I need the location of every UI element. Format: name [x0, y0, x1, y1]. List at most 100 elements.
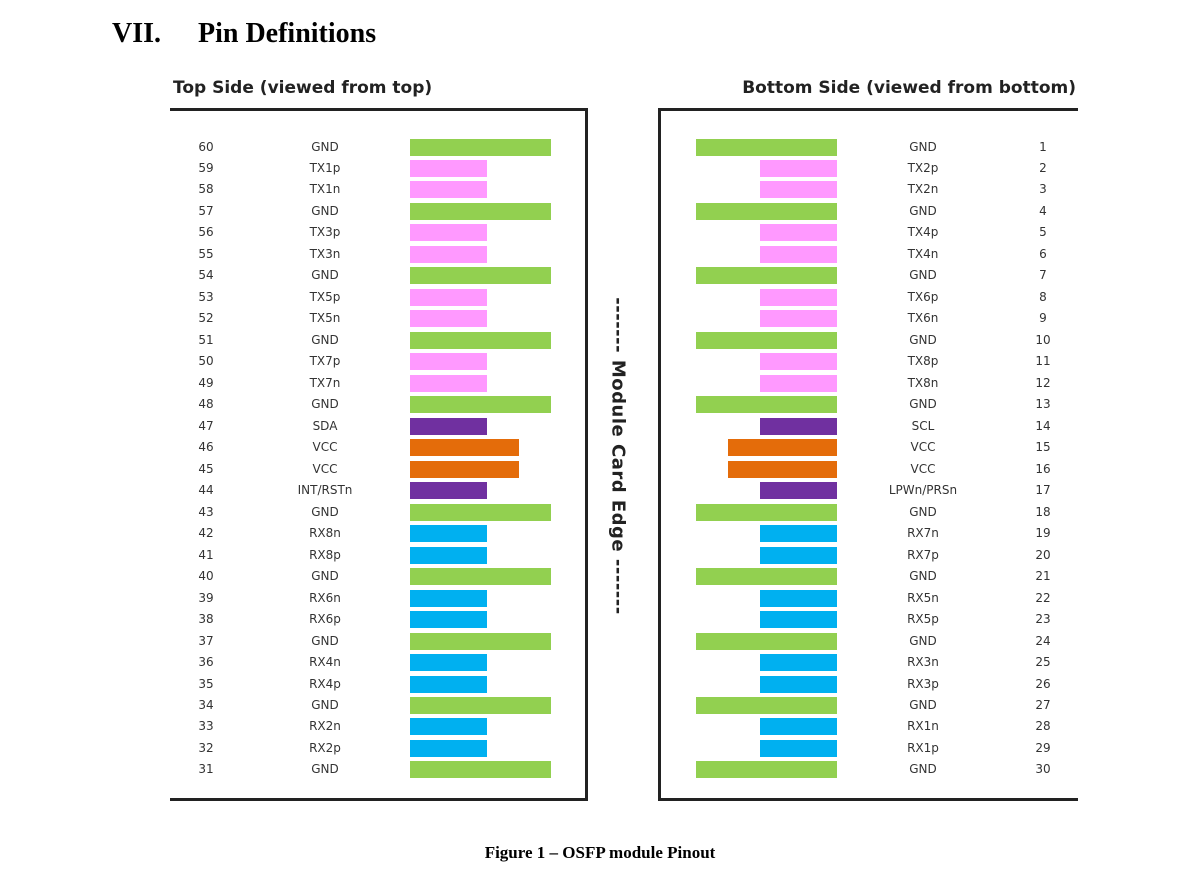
pin-name: RX3n: [907, 655, 939, 670]
pin-number: 44: [198, 483, 214, 498]
pin-row: 30 GND: [0, 759, 1200, 781]
bottom-side-frame: [658, 108, 1078, 801]
pin-number: 29: [1035, 740, 1051, 755]
pin-name: VCC: [910, 440, 936, 455]
pin-row: 21 GND: [0, 566, 1200, 588]
pin-number: 9: [1039, 311, 1047, 326]
pin-contact-bar: [760, 224, 837, 242]
pin-contact-bar: [410, 331, 551, 349]
pin-name: GND: [311, 203, 339, 218]
pin-row: 42 RX8n: [0, 523, 1200, 545]
pin-contact-bar: [410, 202, 551, 220]
pin-number: 26: [1035, 676, 1051, 691]
pin-number: 52: [198, 311, 214, 326]
pin-name: TX1p: [309, 160, 341, 175]
pin-row: 24 GND: [0, 631, 1200, 653]
pin-name: TX5n: [309, 311, 341, 326]
pin-row: 25 RX3n: [0, 652, 1200, 674]
pin-number: 53: [198, 289, 214, 304]
pin-number: 5: [1039, 225, 1047, 240]
pin-name: TX6p: [907, 289, 939, 304]
pin-number: 13: [1035, 397, 1051, 412]
pin-number: 4: [1039, 203, 1047, 218]
pin-name: RX1n: [907, 719, 939, 734]
pin-row: 19 RX7n: [0, 523, 1200, 545]
pin-name: SDA: [312, 418, 338, 433]
pin-row: 10 GND: [0, 330, 1200, 352]
pin-name: VCC: [312, 461, 338, 476]
pin-row: 40 GND: [0, 566, 1200, 588]
pin-row: 50 TX7p: [0, 351, 1200, 373]
pin-row: 43 GND: [0, 502, 1200, 524]
pin-contact-bar: [760, 374, 837, 392]
pin-number: 32: [198, 740, 214, 755]
pin-number: 34: [198, 697, 214, 712]
pin-name: SCL: [911, 418, 935, 433]
pin-row: 55 TX3n: [0, 244, 1200, 266]
pin-contact-bar: [760, 589, 837, 607]
pin-contact-bar: [410, 396, 551, 414]
pin-number: 37: [198, 633, 214, 648]
pin-row: 46 VCC: [0, 437, 1200, 459]
pin-row: 41 RX8p: [0, 545, 1200, 567]
pin-contact-bar: [760, 654, 837, 672]
pin-contact-bar: [410, 482, 487, 500]
pin-name: RX5n: [907, 590, 939, 605]
pin-number: 47: [198, 418, 214, 433]
pin-contact-bar: [410, 525, 487, 543]
pin-number: 46: [198, 440, 214, 455]
pin-number: 49: [198, 375, 214, 390]
pin-number: 33: [198, 719, 214, 734]
pin-contact-bar: [760, 482, 837, 500]
pin-number: 18: [1035, 504, 1051, 519]
pin-number: 17: [1035, 483, 1051, 498]
pin-contact-bar: [410, 718, 487, 736]
pin-row: 4 GND: [0, 201, 1200, 223]
pin-contact-bar: [410, 589, 487, 607]
pin-row: 23 RX5p: [0, 609, 1200, 631]
pin-row: 60 GND: [0, 137, 1200, 159]
pin-name: TX8p: [907, 354, 939, 369]
pin-row: 53 TX5p: [0, 287, 1200, 309]
pin-row: 31 GND: [0, 759, 1200, 781]
pin-name: GND: [311, 139, 339, 154]
module-card-edge-text: ------- Module Card Edge -------: [607, 296, 629, 615]
pin-row: 13 GND: [0, 394, 1200, 416]
bottom-side-title: Bottom Side (viewed from bottom): [742, 78, 1076, 98]
pin-contact-bar: [410, 310, 487, 328]
pin-number: 20: [1035, 547, 1051, 562]
pin-number: 28: [1035, 719, 1051, 734]
pin-name: TX8n: [907, 375, 939, 390]
pin-row: 20 RX7p: [0, 545, 1200, 567]
pin-name: GND: [311, 697, 339, 712]
pin-row: 16 VCC: [0, 459, 1200, 481]
pin-number: 42: [198, 526, 214, 541]
pin-contact-bar: [696, 202, 837, 220]
pin-number: 38: [198, 612, 214, 627]
pin-number: 31: [198, 762, 214, 777]
pin-contact-bar: [410, 224, 487, 242]
pin-row: 15 VCC: [0, 437, 1200, 459]
pin-number: 25: [1035, 655, 1051, 670]
pin-contact-bar: [760, 181, 837, 199]
pin-name: GND: [311, 397, 339, 412]
section-heading: VII. Pin Definitions: [112, 18, 376, 50]
pin-number: 11: [1035, 354, 1051, 369]
pin-name: RX8n: [309, 526, 341, 541]
pin-number: 45: [198, 461, 214, 476]
pin-name: RX3p: [907, 676, 939, 691]
pin-number: 19: [1035, 526, 1051, 541]
pin-contact-bar: [728, 439, 837, 457]
pin-name: TX6n: [907, 311, 939, 326]
pin-name: GND: [311, 332, 339, 347]
pin-row: 27 GND: [0, 695, 1200, 717]
pin-name: GND: [311, 569, 339, 584]
pin-name: TX7p: [309, 354, 341, 369]
pin-row: 11 TX8p: [0, 351, 1200, 373]
pin-number: 27: [1035, 697, 1051, 712]
pin-contact-bar: [760, 245, 837, 263]
pin-contact-bar: [696, 396, 837, 414]
pin-row: 26 RX3p: [0, 674, 1200, 696]
pin-contact-bar: [410, 417, 487, 435]
pin-number: 24: [1035, 633, 1051, 648]
